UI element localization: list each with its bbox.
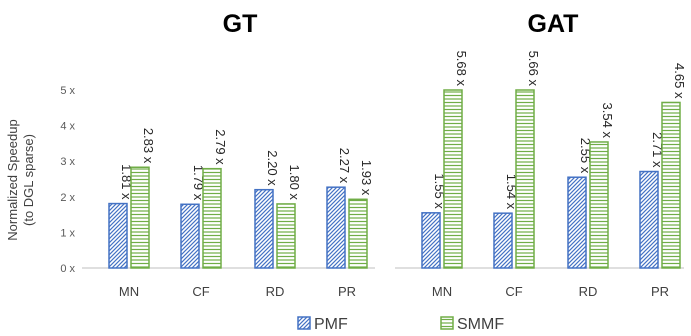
panel-title: GAT	[528, 10, 579, 38]
bar-smmf	[130, 166, 150, 269]
y-tick-label: 1 x	[60, 227, 75, 239]
bar-pmf	[108, 202, 128, 269]
y-tick-label: 3 x	[60, 156, 75, 168]
bar-pmf	[180, 203, 200, 269]
y-tick-label: 2 x	[60, 192, 75, 204]
data-label: 5.68 x	[454, 51, 469, 87]
x-tick-label: CF	[505, 284, 522, 299]
y-tick-label: 0 x	[60, 263, 75, 275]
y-tick-label: 5 x	[60, 85, 75, 97]
bar-pmf	[326, 186, 346, 269]
y-tick-label: 4 x	[60, 121, 75, 133]
data-label: 2.83 x	[141, 128, 156, 164]
x-tick-label: PR	[338, 284, 356, 299]
legend-swatch-pmf	[297, 316, 311, 330]
bar-pmf	[421, 212, 441, 269]
data-label: 2.27 x	[337, 148, 352, 184]
bar-smmf	[515, 89, 535, 269]
bar-smmf	[276, 203, 296, 269]
legend-label-smmf: SMMF	[457, 316, 504, 333]
data-label: 1.80 x	[287, 164, 302, 200]
x-tick-label: MN	[432, 284, 452, 299]
bar-smmf	[661, 101, 681, 269]
bar-pmf	[493, 212, 513, 269]
bar-smmf	[589, 141, 609, 269]
bar-smmf	[443, 89, 463, 269]
x-tick-label: RD	[579, 284, 598, 299]
legend-label-pmf: PMF	[314, 316, 348, 333]
data-label: 1.93 x	[359, 160, 374, 196]
data-label: 4.65 x	[672, 63, 687, 99]
y-axis-label-line: Normalized Speedup	[5, 119, 20, 240]
data-label: 5.66 x	[526, 51, 541, 87]
legend: PMF SMMF	[297, 316, 504, 333]
x-tick-label: RD	[266, 284, 285, 299]
bar-pmf	[639, 170, 659, 269]
bar-smmf	[202, 167, 222, 269]
data-label: 2.79 x	[213, 129, 228, 165]
panel-title: GT	[223, 10, 258, 38]
bar-pmf	[567, 176, 587, 269]
bar-pmf	[254, 188, 274, 269]
x-tick-label: CF	[192, 284, 209, 299]
data-label: 2.20 x	[265, 150, 280, 186]
y-axis-label: Normalized Speedup (to DGL sparse)	[5, 119, 36, 240]
y-axis-label-line: (to DGL sparse)	[21, 134, 36, 226]
data-label: 3.54 x	[600, 103, 615, 139]
x-tick-label: PR	[651, 284, 669, 299]
legend-swatch-smmf	[440, 316, 454, 330]
x-tick-label: MN	[119, 284, 139, 299]
bar-smmf	[348, 198, 368, 269]
